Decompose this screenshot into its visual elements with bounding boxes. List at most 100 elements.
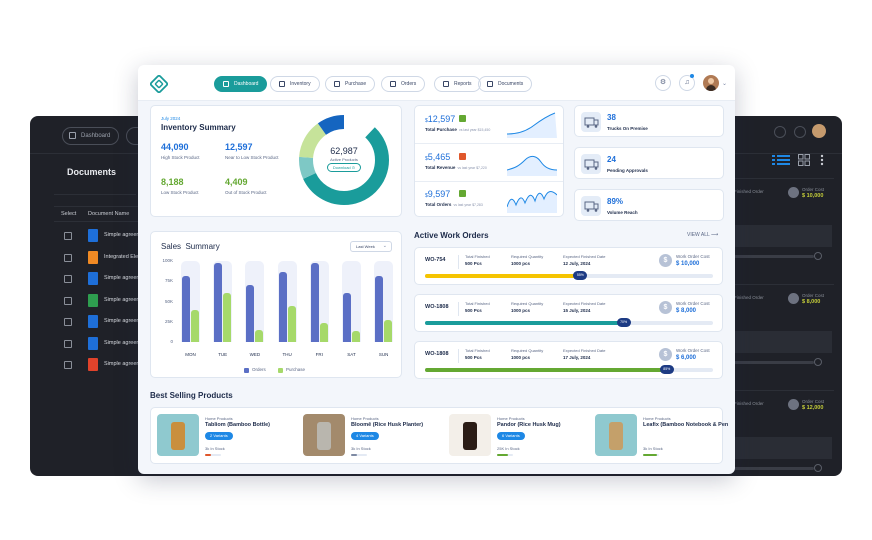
bar-purchase[interactable] bbox=[319, 322, 328, 342]
view-all-link[interactable]: VIEW ALL ⟶ bbox=[687, 232, 718, 238]
bar-purchase[interactable] bbox=[352, 331, 360, 342]
list-view-icon[interactable] bbox=[772, 154, 790, 166]
side-kpi-card: 24 Pending Approvals bbox=[574, 147, 724, 179]
nav-reports[interactable]: Reports bbox=[434, 76, 481, 92]
column-select: Select bbox=[61, 211, 77, 217]
background-file-row[interactable]: Simple agreem bbox=[54, 312, 141, 333]
order-progress-knob[interactable] bbox=[814, 252, 822, 260]
order-progress-knob[interactable] bbox=[814, 358, 822, 366]
variants-badge[interactable]: 2 Variants bbox=[205, 432, 233, 440]
app-logo-icon[interactable] bbox=[150, 75, 168, 93]
box-icon bbox=[279, 81, 285, 87]
bar-orders[interactable] bbox=[310, 263, 319, 342]
file-name: Simple agreem bbox=[104, 361, 141, 367]
notifications-button[interactable]: ♫ bbox=[679, 75, 695, 91]
more-icon[interactable] bbox=[820, 154, 824, 166]
bar-orders[interactable] bbox=[214, 263, 223, 342]
nav-documents[interactable]: Documents bbox=[478, 76, 533, 92]
view-all-label: VIEW ALL bbox=[687, 232, 710, 238]
background-file-row[interactable]: Simple agreem bbox=[54, 355, 141, 376]
background-file-row[interactable]: Simple agreem bbox=[54, 334, 141, 355]
avatar[interactable] bbox=[812, 124, 826, 138]
kpi-label-text: Total Revenue bbox=[425, 164, 456, 170]
bar-purchase[interactable] bbox=[191, 309, 199, 342]
sparkline-line bbox=[507, 191, 557, 208]
dollar-coin-icon: $ bbox=[659, 348, 672, 361]
inventory-summary-card: July 2024 Inventory Summary 44,090 High S… bbox=[150, 105, 402, 217]
nav-inventory[interactable]: Inventory bbox=[270, 76, 320, 92]
work-order-card[interactable]: WO-754 Total Finished 500 Pcs Required Quan… bbox=[414, 247, 723, 285]
row-checkbox[interactable] bbox=[64, 361, 72, 369]
background-file-row[interactable]: Simple agreem bbox=[54, 226, 141, 247]
stock-level-track bbox=[643, 454, 659, 456]
row-checkbox[interactable] bbox=[64, 253, 72, 262]
product-category: Home Products bbox=[205, 416, 233, 421]
sales-title-part: Sales bbox=[161, 242, 182, 251]
product-name[interactable]: Bloomē (Rice Husk Planter) bbox=[351, 422, 424, 428]
nav-purchase[interactable]: Purchase bbox=[325, 76, 376, 92]
gear-icon[interactable] bbox=[774, 126, 786, 138]
work-order-card[interactable]: WO-1808 Total Finished 500 Pcs Required Qua… bbox=[414, 294, 723, 332]
trend-flag-icon bbox=[459, 190, 466, 197]
bar-orders[interactable] bbox=[246, 285, 255, 342]
week-filter-dropdown[interactable]: Last Week ⌄ bbox=[350, 241, 392, 252]
x-axis-tick: MON bbox=[185, 352, 196, 357]
kpi-value: $9,597 bbox=[425, 189, 450, 199]
background-file-row[interactable]: Integrated Elec bbox=[54, 248, 141, 269]
doc-orange-icon bbox=[88, 250, 98, 264]
kpi-compare: vs last year $7,220 bbox=[457, 165, 487, 170]
cart-icon bbox=[390, 81, 396, 87]
inventory-stat-value: 4,409 bbox=[225, 177, 248, 187]
background-nav-dashboard[interactable]: Dashboard bbox=[62, 127, 120, 145]
product-name[interactable]: Pandor (Rice Husk Mug) bbox=[497, 422, 561, 428]
bar-orders[interactable] bbox=[278, 271, 287, 342]
work-order-cost-label: Work Order Cost bbox=[676, 254, 710, 259]
product-name[interactable]: Leafix (Bamboo Notebook & Pen bbox=[643, 422, 729, 428]
product-image[interactable] bbox=[303, 414, 345, 456]
divider bbox=[54, 194, 136, 195]
row-checkbox[interactable] bbox=[64, 296, 72, 305]
bar-purchase[interactable] bbox=[287, 306, 296, 342]
grid-view-icon[interactable] bbox=[798, 154, 810, 166]
background-file-row[interactable]: Simple agreem bbox=[54, 291, 141, 312]
chevron-down-icon[interactable]: ⌄ bbox=[722, 81, 728, 87]
background-order-card[interactable]: Finished Order Order Cost $ 12,000 bbox=[734, 390, 834, 476]
doc-blue-icon bbox=[88, 272, 98, 285]
row-checkbox[interactable] bbox=[64, 232, 72, 240]
notification-badge bbox=[690, 74, 694, 78]
dashboard-window: Dashboard Inventory Purchase Orders Reports D… bbox=[138, 65, 735, 474]
variants-badge[interactable]: 4 Variants bbox=[351, 432, 379, 440]
bar-orders[interactable] bbox=[375, 276, 384, 342]
background-nav-label: Dashboard bbox=[81, 133, 111, 139]
background-order-card[interactable]: Finished Order Order Cost $ 8,000 bbox=[734, 284, 834, 388]
bar-purchase[interactable] bbox=[384, 320, 393, 342]
bell-icon[interactable] bbox=[794, 126, 806, 138]
product-name[interactable]: Tabliom (Bamboo Bottle) bbox=[205, 422, 270, 428]
variants-badge[interactable]: 6 Variants bbox=[497, 432, 525, 440]
settings-button[interactable]: ⚙ bbox=[655, 75, 671, 91]
side-kpi-value: 89% bbox=[607, 197, 624, 206]
row-checkbox[interactable] bbox=[64, 339, 72, 348]
row-checkbox[interactable] bbox=[64, 275, 72, 283]
bar-orders[interactable] bbox=[182, 276, 190, 342]
order-progress-knob[interactable] bbox=[814, 464, 822, 472]
inventory-donut-chart bbox=[299, 115, 389, 205]
work-order-card[interactable]: WO-1808 Total Finished 500 Pcs Required Qua… bbox=[414, 341, 723, 379]
nav-label: Purchase bbox=[345, 81, 367, 87]
nav-orders[interactable]: Orders bbox=[381, 76, 426, 92]
sales-summary-title: Sales Summary bbox=[161, 242, 220, 251]
avatar[interactable] bbox=[703, 75, 719, 91]
product-image[interactable] bbox=[595, 414, 637, 456]
background-order-card[interactable]: Finished Order Order Cost $ 10,000 bbox=[734, 178, 834, 282]
best-selling-title-part: Products bbox=[198, 391, 233, 400]
bar-orders[interactable] bbox=[343, 292, 351, 342]
product-image[interactable] bbox=[157, 414, 199, 456]
work-order-field-value: 15 July, 2024 bbox=[563, 308, 591, 313]
nav-dashboard[interactable]: Dashboard bbox=[214, 76, 268, 92]
background-file-row[interactable]: Simple agreem bbox=[54, 269, 141, 290]
bar-purchase[interactable] bbox=[223, 292, 232, 342]
download-button[interactable]: Download ⊙ bbox=[327, 163, 361, 172]
bar-purchase[interactable] bbox=[255, 329, 264, 342]
product-image[interactable] bbox=[449, 414, 491, 456]
row-checkbox[interactable] bbox=[64, 318, 72, 326]
